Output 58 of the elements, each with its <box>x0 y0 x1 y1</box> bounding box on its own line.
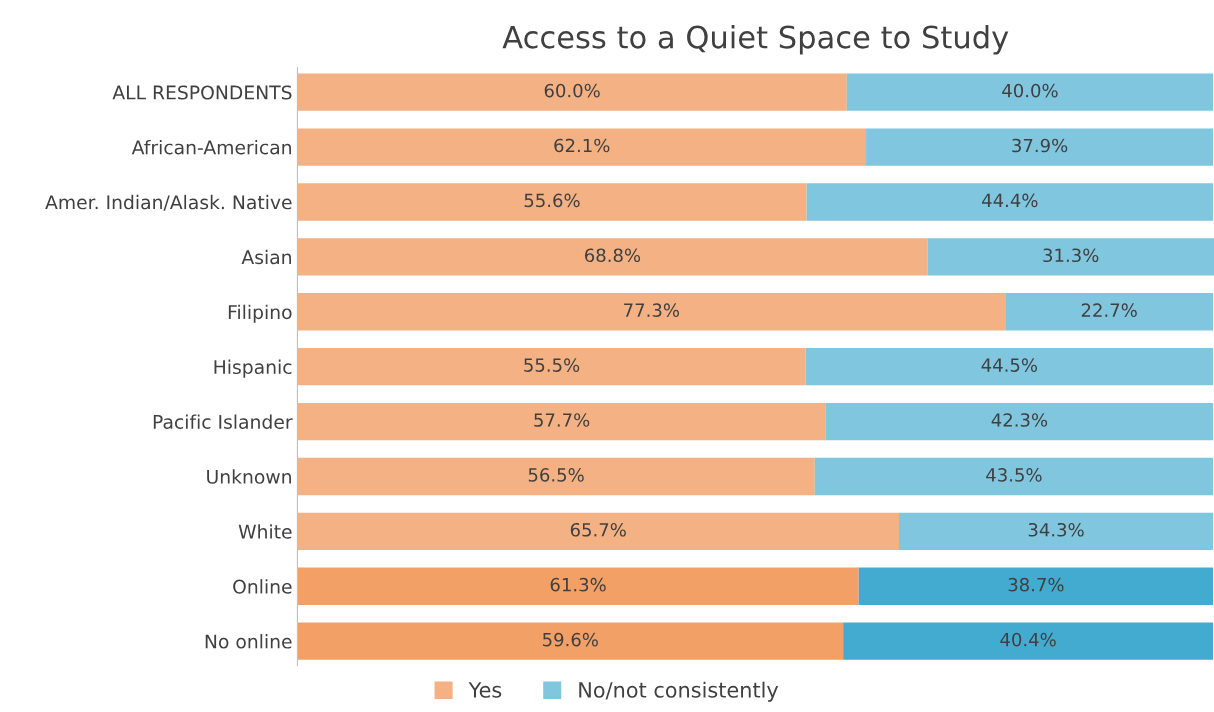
data-label: 56.5% <box>528 468 584 482</box>
y-tick-label: No online <box>205 634 292 649</box>
data-label: 68.8% <box>585 248 641 263</box>
bar <box>806 183 1214 221</box>
data-label: 44.4% <box>982 193 1038 208</box>
data-label: 42.3% <box>991 413 1048 427</box>
data-label: 40.0% <box>1002 83 1058 98</box>
data-label: 34.3% <box>1028 522 1084 537</box>
bar <box>825 402 1214 441</box>
bar <box>899 512 1214 551</box>
data-label: 22.7% <box>1081 303 1137 318</box>
bar <box>866 128 1214 166</box>
bar <box>297 348 806 386</box>
data-label: 61.3% <box>550 577 606 592</box>
bar <box>297 183 807 221</box>
bar <box>297 293 1006 331</box>
bar <box>297 512 900 551</box>
data-label: 38.7% <box>1008 577 1064 592</box>
data-label: 65.7% <box>570 522 626 537</box>
y-tick-label: ALL RESPONDENTS <box>112 85 292 100</box>
data-label: 43.5% <box>986 468 1042 482</box>
y-tick-label: Unknown <box>207 469 291 484</box>
data-label: 77.3% <box>624 303 680 318</box>
data-label: 59.6% <box>543 632 598 647</box>
bar <box>846 73 1214 111</box>
bar <box>297 567 859 605</box>
data-label: 40.4% <box>1000 632 1056 647</box>
bar <box>1005 293 1214 331</box>
data-label: 55.5% <box>524 358 580 372</box>
y-tick-label: Hispanic <box>214 359 292 378</box>
y-tick-label: Amer. Indian/Alask. Native <box>45 194 292 211</box>
chart-title: Access to a Quiet Space to Study <box>502 24 1009 55</box>
data-label: 55.6% <box>524 193 580 208</box>
bar <box>297 128 867 166</box>
bar <box>297 622 844 660</box>
bar <box>927 238 1214 276</box>
bar <box>814 457 1214 496</box>
y-tick-label: Asian <box>241 249 291 265</box>
bar <box>297 238 928 276</box>
bar <box>805 348 1214 386</box>
bar <box>843 622 1214 660</box>
y-tick-label: White <box>238 524 292 539</box>
data-label: 37.9% <box>1012 138 1068 153</box>
legend-label: Yes <box>468 682 502 698</box>
bar <box>858 567 1214 605</box>
data-label: 31.3% <box>1043 248 1099 263</box>
y-tick-label: Online <box>233 579 292 594</box>
bar <box>297 73 847 111</box>
data-label: 44.5% <box>981 358 1038 372</box>
legend-label: No/not consistently <box>579 681 779 702</box>
bar <box>297 457 815 496</box>
y-tick-label: African-American <box>131 139 291 155</box>
data-label: 60.0% <box>544 83 600 98</box>
y-tick-label: Pacific Islander <box>153 414 293 429</box>
data-label: 57.7% <box>534 413 590 427</box>
y-tick-label: Filipino <box>228 304 292 323</box>
bar <box>297 402 826 441</box>
data-label: 62.1% <box>554 138 610 153</box>
